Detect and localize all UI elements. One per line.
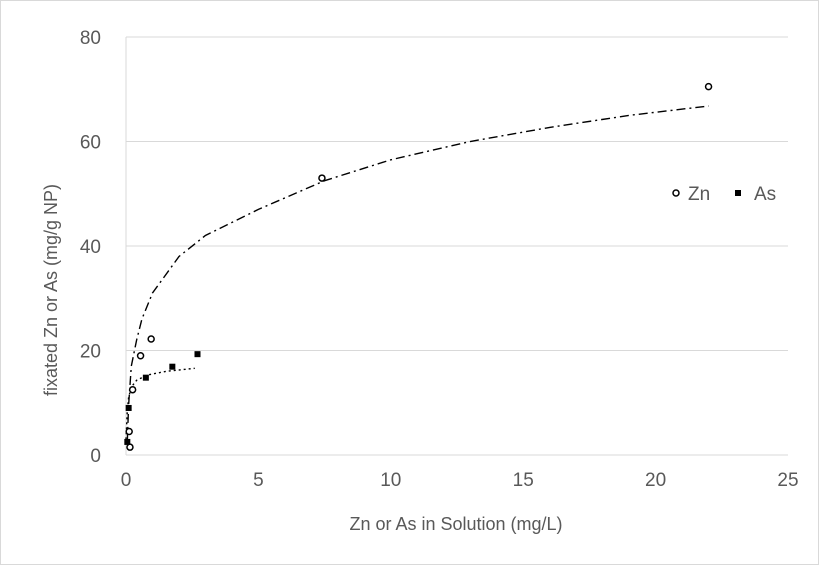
legend-label-as: As — [754, 184, 776, 205]
trendlines — [125, 105, 709, 442]
point-as — [169, 363, 176, 370]
data-points — [124, 82, 713, 451]
point-zn — [704, 82, 713, 91]
x-tick-label: 0 — [121, 470, 132, 491]
point-as — [142, 374, 149, 381]
trendline-zn — [126, 105, 709, 442]
y-tick-label: 60 — [80, 133, 101, 154]
point-zn — [136, 351, 145, 360]
point-as — [194, 351, 201, 358]
point-as — [125, 404, 132, 411]
point-zn — [318, 174, 326, 182]
y-axis-title: fixated Zn or As (mg/g NP) — [41, 184, 61, 396]
y-tick-label: 40 — [80, 237, 101, 258]
gridlines — [126, 36, 788, 351]
x-tick-label: 20 — [645, 470, 666, 491]
trendline-as — [125, 367, 195, 440]
point-zn — [126, 443, 134, 451]
axes — [125, 37, 788, 456]
legend-marker-as — [735, 190, 741, 196]
x-tick-label: 10 — [380, 470, 401, 491]
y-tick-label: 0 — [90, 446, 101, 467]
legend-marker-zn — [672, 189, 680, 197]
legend-label-zn: Zn — [688, 184, 710, 205]
point-as — [124, 438, 131, 445]
legend: Zn As — [672, 184, 776, 205]
y-tick-label: 80 — [80, 28, 101, 49]
y-tick-label: 20 — [80, 342, 101, 363]
x-axis-title: Zn or As in Solution (mg/L) — [349, 514, 562, 534]
x-tick-label: 15 — [513, 470, 534, 491]
tick-labels: 0 20 40 60 80 0 5 10 15 20 25 — [80, 28, 799, 491]
point-zn — [128, 385, 137, 394]
x-tick-label: 5 — [253, 470, 264, 491]
point-zn — [147, 335, 155, 343]
x-tick-label: 25 — [777, 470, 798, 491]
point-zn — [125, 427, 133, 436]
